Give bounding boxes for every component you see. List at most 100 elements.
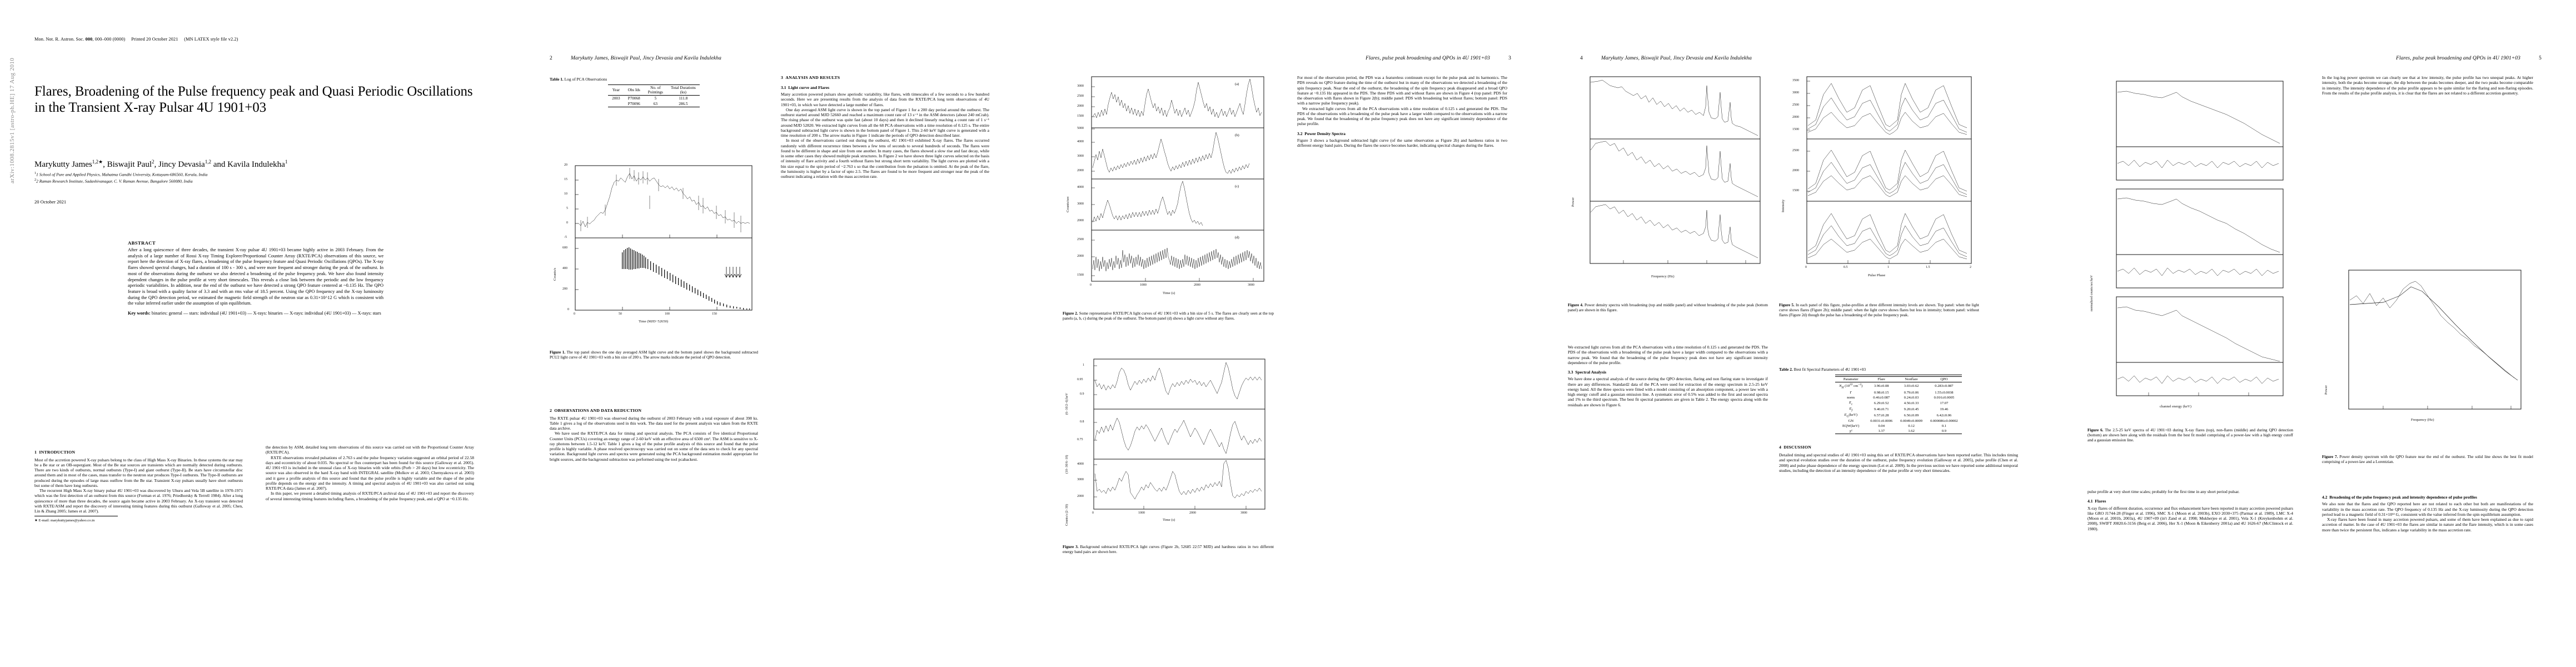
fig2-ytick: 3000 [1077,202,1084,206]
running-head: Marykutty James, Biswajit Paul, Jincy De… [1601,56,1752,61]
fig1-ytick: 600 [562,246,567,250]
fig5-xtick: 0 [1805,266,1807,269]
fig3-ytick: 0.95 [1077,378,1083,381]
fig3-ylabel-2: (10−30/6−10) [1065,455,1069,474]
table-row: P70096 63 286.5 [627,102,688,106]
fig5-ytick: 1500 [1792,189,1799,192]
fig1-xtick: 150 [712,312,717,316]
author-list: Marykutty James1,2★, Biswajit Paul2, Jin… [34,159,288,169]
figure-1: Counts/s [550,161,758,345]
fig2-xlabel: Time (s) [1163,291,1175,295]
col-parameter: Parameter [1843,377,1858,381]
fig5-plot [1806,76,1972,264]
table-header-row: Year Obs Ids No. of Pointings Total Durat… [608,84,700,95]
page-title: Flares, Broadening of the Pulse frequenc… [34,84,473,115]
fig3-ytick: 4000 [1077,462,1084,466]
table-1-caption: Table 1. Log of PCA Observations [550,77,607,82]
fig3-xtick: 3000 [1240,511,1247,515]
fig1-ytick: -5 [564,236,567,239]
fig2-ytick: 4000 [1077,186,1084,189]
paragraph: X-ray flares have been found in many acc… [2322,517,2533,532]
paragraph: We have done a spectral analysis of the … [1568,376,1768,407]
page5-column-1: pulse profile at very short time scales;… [2087,489,2293,650]
fig1-ytick: 200 [562,287,567,291]
table-row: 2003 P70068 5 111.8 [612,96,688,101]
fig1-ytick: 0 [566,221,568,225]
paragraph: pulse profile at very short time scales;… [2087,489,2240,494]
figure-6-caption: Figure 6. The 2.5-25 keV spectra of 4U 1… [2087,428,2294,443]
paragraph: Many accretion powered pulsars show aper… [781,92,989,107]
param: χ² [1849,429,1852,434]
param: Ef [1849,406,1852,412]
page3-column-2: For most of the observation period, the … [1297,75,1507,648]
fig2-ytick: 2000 [1077,169,1084,172]
paragraph: One day averaged ASM light curve is show… [781,107,989,138]
page-number: 5 [2539,56,2542,61]
journal-reference: Mon. Not. R. Astron. Soc. 000, 000–000 (… [34,37,238,42]
fig2-xtick: 0 [1090,283,1092,287]
table-row: norm 0.46±0.087 0.24±0.03 0.016±0.0005 [1835,395,1962,400]
fig2-xtick: 3000 [1248,283,1254,287]
fig3-xtick: 0 [1092,511,1094,515]
fig7-plot [2348,270,2522,410]
col-nonflare: Nonflare [1905,377,1918,381]
fig1-ytick: 20 [564,163,567,167]
paragraph: We extracted light curves from all the P… [1568,345,1768,365]
fig5-ytick: 2500 [1792,149,1799,152]
fig1-ytick: 5 [566,207,568,210]
running-head: Marykutty James, Biswajit Paul, Jincy De… [571,56,721,61]
table-header-row: Parameter Flare Nonflare QPO [1835,377,1962,382]
fig3-xlabel: Time (s) [1163,518,1175,522]
fig6-ylabel: normalized counts/sec/keV [2090,275,2094,311]
page-number: 4 [1580,56,1583,61]
param: Γ [1850,390,1852,395]
heading-power-density-spectra: 3.2 Power Density Spectra [1297,131,1346,136]
page-3: Flares, pulse peak broadening and QPOs i… [1030,0,1546,667]
fig2-ytick: 1500 [1077,273,1084,277]
param: EG(keV) [1844,413,1857,419]
paragraph: The recurrent High Mass X-ray binary pul… [34,488,243,514]
fig5-ytick: 2500 [1792,103,1799,107]
paragraph: In most of the observations carried out … [781,138,989,179]
table-1-block: Table 1. Log of PCA Observations Year Ob… [550,77,758,107]
figure-4: Power Frequency (Hz) [1568,73,1768,296]
fig3-ytick: 1 [1083,364,1084,367]
fig3-xtick: 1000 [1138,511,1145,515]
fig3-ytick: 3000 [1077,478,1084,481]
fig1-xtick: 100 [665,312,670,316]
page2-column-1: 2 OBSERVATIONS AND DATA REDUCTION The RX… [550,403,758,648]
fig2-panel-label: (b) [1235,133,1239,137]
page4-column-1: We extracted light curves from all the P… [1568,345,1768,648]
figure-2: Counts/sec [1063,73,1274,307]
heading-lightcurve-flares: 3.1 Light curve and Flares [781,84,830,90]
col-durations: Total Durations (ks) [666,84,700,95]
param: Ec [1848,400,1853,406]
fig2-ytick: 2500 [1077,238,1084,241]
fig1-ytick: 0 [567,308,569,311]
fig5-ytick: 2000 [1792,116,1799,119]
fig2-xtick: 2000 [1194,283,1200,287]
arxiv-identifier-stamp: arXiv:1008.2815v1 [astro-ph.HE] 17 Aug 2… [9,57,16,183]
param: NH (1022 cm−2) [1839,383,1863,390]
table-row: EQW(keV) 0.04 0.12 0.1 [1835,424,1962,429]
figure-3: (6−10/2−6) keV (10−30/6−10) Counts/s (2−… [1063,356,1274,539]
table-2-block: Table 2. Best fit Spectral Parameters of… [1779,367,2018,473]
fig1-ytick: 10 [564,192,567,196]
fig1-xlabel: Time (MJD−52650) [639,320,669,323]
fig4-ylabel: Power [1571,197,1575,207]
fig3-plot [1093,359,1265,510]
fig2-ytick: 2000 [1077,219,1084,222]
table-row: EG(keV) 6.57±0.28 6.56±0.09 6.42±0.06 [1835,412,1962,419]
heading-discussion: 4 DISCUSSION [1779,445,1812,450]
fig3-ylabel-3: Counts/s (2−30) [1065,504,1069,526]
running-head: Flares, pulse peak broadening and QPOs i… [2396,56,2520,61]
col-obsids: Obs Ids [624,84,644,95]
abstract: ABSTRACT After a long quiescence of thre… [128,240,383,321]
figure-7-caption: Figure 7. Power density spectrum with th… [2322,455,2533,465]
fig2-ylabel: Counts/sec [1066,196,1070,212]
fig6-plot [2116,81,2284,396]
heading-flares: 4.1 Flares [2087,499,2106,504]
page2-column-2: 3 ANALYSIS AND RESULTS 3.1 Light curve a… [781,75,989,648]
table-row: χ² 1.37 1.62 0.9 [1835,429,1962,434]
figure-1-caption: Figure 1. The top panel shows the one da… [550,350,759,360]
